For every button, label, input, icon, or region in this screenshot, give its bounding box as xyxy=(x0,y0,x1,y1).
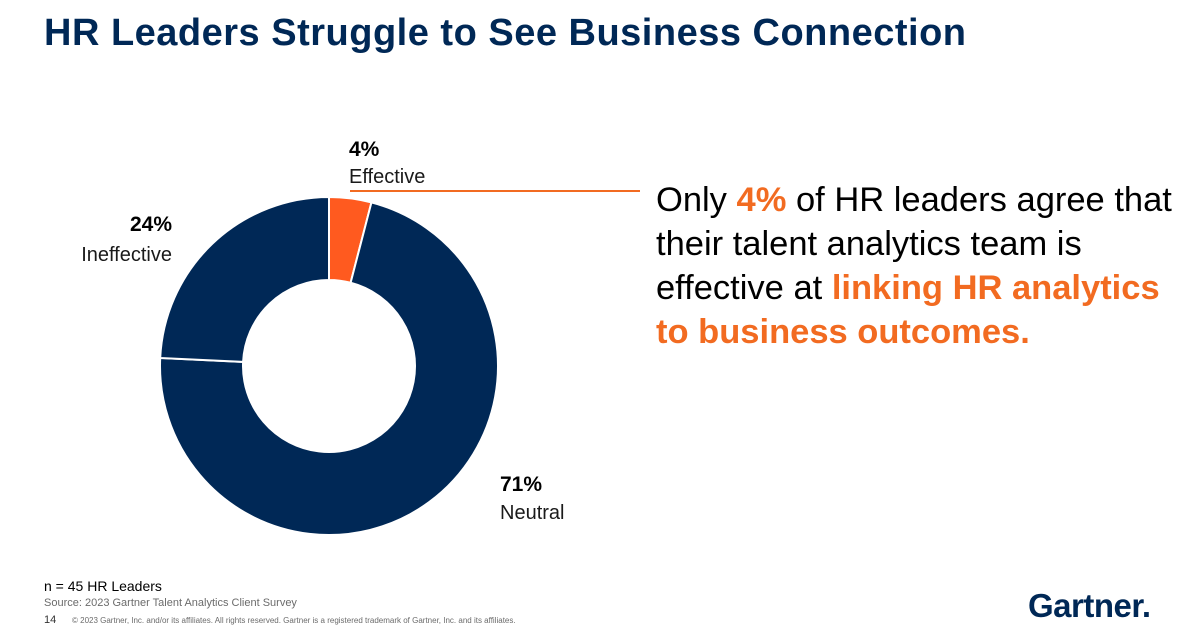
callout-text-1: Only xyxy=(656,181,737,219)
page-number: 14 xyxy=(44,614,57,626)
data-label-neutral: Neutral xyxy=(500,502,564,524)
donut-slice-ineffective xyxy=(159,195,330,363)
data-label-effective: Effective xyxy=(349,166,425,188)
copyright-notice: © 2023 Gartner, Inc. and/or its affiliat… xyxy=(72,616,516,625)
data-label-ineffective: Ineffective xyxy=(81,244,172,266)
data-label-effective-pct: 4% xyxy=(349,138,380,161)
callout-highlight-pct: 4% xyxy=(736,181,787,219)
source-note: Source: 2023 Gartner Talent Analytics Cl… xyxy=(44,597,297,609)
callout-text-2: of HR leaders agree that their talent an… xyxy=(656,181,1172,307)
page-title: HR Leaders Struggle to See Business Conn… xyxy=(44,12,967,54)
data-label-ineffective-pct: 24% xyxy=(130,213,172,236)
donut-slice-neutral xyxy=(159,201,499,536)
donut-chart: 4% Effective 24% Ineffective 71% Neutral xyxy=(81,138,640,536)
data-label-neutral-pct: 71% xyxy=(500,473,542,496)
sample-size-note: n = 45 HR Leaders xyxy=(44,578,162,594)
callout-statement: Only 4% of HR leaders agree that their t… xyxy=(656,178,1176,354)
callout-highlight-text: linking HR analytics to business outcome… xyxy=(656,269,1160,351)
gartner-logo: Gartner. xyxy=(1028,587,1151,624)
donut-slices xyxy=(159,195,499,536)
